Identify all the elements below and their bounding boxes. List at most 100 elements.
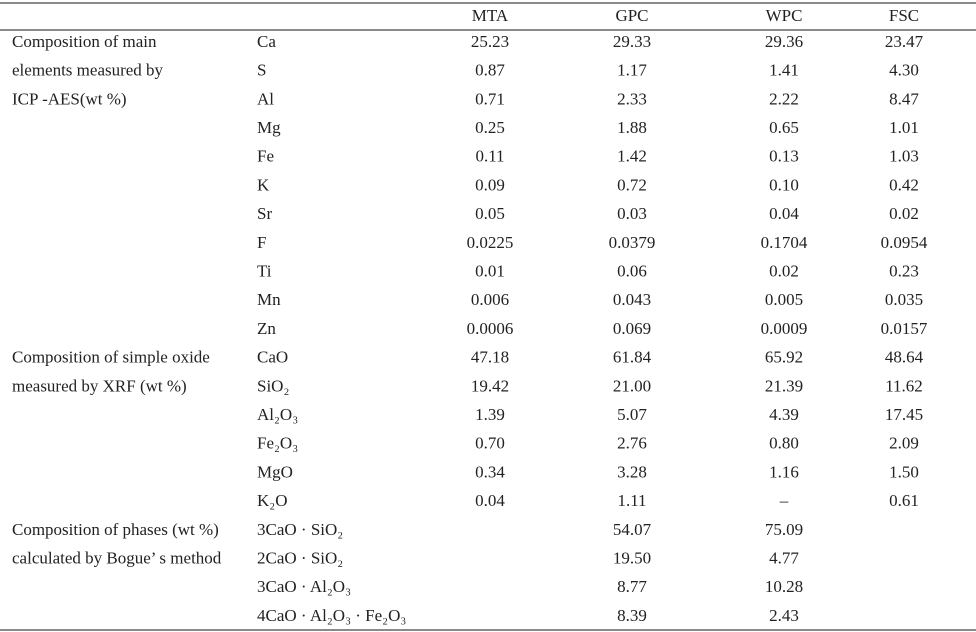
row-item: Mg (257, 118, 281, 137)
row-item: SiO₂ (257, 376, 289, 395)
cell-value: 0.069 (613, 319, 651, 338)
row-item: Al (257, 89, 274, 108)
cell-value: 1.03 (889, 147, 919, 166)
group-label: ICP -AES(wt %) (12, 89, 127, 108)
cell-value: 0.71 (475, 89, 505, 108)
cell-value: 4.77 (769, 549, 799, 568)
cell-value: 1.39 (475, 405, 505, 424)
cell-value: 61.84 (613, 348, 652, 367)
column-header: FSC (889, 6, 919, 25)
cell-value: 0.13 (769, 147, 799, 166)
cell-value: 8.77 (617, 577, 647, 596)
cell-value: 0.10 (769, 175, 799, 194)
cell-value: 75.09 (765, 520, 803, 539)
row-item: Mn (257, 290, 281, 309)
cell-value: 1.50 (889, 462, 919, 481)
row-item: 3CaO · Al₂O₃ (257, 577, 351, 596)
group-label: measured by XRF (wt %) (12, 376, 187, 395)
cell-value: 2.33 (617, 89, 647, 108)
cell-value: 0.80 (769, 434, 799, 453)
cell-value: 23.47 (885, 32, 924, 51)
cell-value: 8.39 (617, 606, 647, 625)
cell-value: 0.0006 (467, 319, 514, 338)
cell-value: 0.01 (475, 262, 505, 281)
cell-value: 0.006 (471, 290, 509, 309)
row-item: S (257, 61, 266, 80)
cell-value: 54.07 (613, 520, 652, 539)
column-header: MTA (472, 6, 509, 25)
cell-value: 1.88 (617, 118, 647, 137)
cell-value: 0.0009 (761, 319, 808, 338)
cell-value: 4.39 (769, 405, 799, 424)
cell-value: 65.92 (765, 348, 803, 367)
row-item: Al₂O₃ (257, 405, 298, 424)
row-item: CaO (257, 348, 288, 367)
cell-value: – (779, 491, 789, 510)
cell-value: 5.07 (617, 405, 647, 424)
row-item: Fe₂O₃ (257, 434, 298, 453)
cell-value: 0.1704 (761, 233, 808, 252)
row-item: 2CaO · SiO₂ (257, 549, 343, 568)
cell-value: 0.25 (475, 118, 505, 137)
cell-value: 1.41 (769, 61, 799, 80)
cell-value: 1.17 (617, 61, 647, 80)
cell-value: 29.36 (765, 32, 803, 51)
cell-value: 21.00 (613, 376, 651, 395)
cell-value: 10.28 (765, 577, 803, 596)
cell-value: 19.50 (613, 549, 651, 568)
cell-value: 0.70 (475, 434, 505, 453)
cell-value: 1.11 (617, 491, 646, 510)
cell-value: 0.11 (475, 147, 504, 166)
cell-value: 0.23 (889, 262, 919, 281)
group-label: calculated by Bogue’ s method (12, 549, 222, 568)
cell-value: 0.03 (617, 204, 647, 223)
cell-value: 0.005 (765, 290, 803, 309)
group-label: elements measured by (12, 61, 164, 80)
column-header: WPC (766, 6, 803, 25)
cell-value: 0.0379 (609, 233, 656, 252)
row-item: Sr (257, 204, 272, 223)
cell-value: 0.04 (475, 491, 505, 510)
row-item: Fe (257, 147, 274, 166)
row-item: Zn (257, 319, 276, 338)
cell-value: 2.22 (769, 89, 799, 108)
cell-value: 0.06 (617, 262, 647, 281)
cell-value: 0.34 (475, 462, 505, 481)
row-item: Ca (257, 32, 276, 51)
cell-value: 0.05 (475, 204, 505, 223)
cell-value: 2.43 (769, 606, 799, 625)
cell-value: 3.28 (617, 462, 647, 481)
cell-value: 1.42 (617, 147, 647, 166)
cell-value: 21.39 (765, 376, 803, 395)
cell-value: 4.30 (889, 61, 919, 80)
cell-value: 2.09 (889, 434, 919, 453)
row-item: F (257, 233, 266, 252)
cell-value: 8.47 (889, 89, 919, 108)
column-header: GPC (615, 6, 648, 25)
cell-value: 0.87 (475, 61, 505, 80)
cell-value: 0.65 (769, 118, 799, 137)
cell-value: 1.16 (769, 462, 799, 481)
row-item: 4CaO · Al₂O₃ · Fe₂O₃ (257, 606, 406, 625)
row-item: 3CaO · SiO₂ (257, 520, 343, 539)
cell-value: 11.62 (885, 376, 923, 395)
row-item: MgO (257, 462, 293, 481)
cell-value: 0.0225 (467, 233, 514, 252)
cell-value: 29.33 (613, 32, 651, 51)
cell-value: 19.42 (471, 376, 509, 395)
row-item: K₂O (257, 491, 287, 510)
cell-value: 0.09 (475, 175, 505, 194)
cell-value: 0.72 (617, 175, 647, 194)
cell-value: 2.76 (617, 434, 647, 453)
cell-value: 0.42 (889, 175, 919, 194)
cell-value: 0.0157 (881, 319, 928, 338)
group-label: Composition of main (12, 32, 157, 51)
cell-value: 48.64 (885, 348, 924, 367)
group-label: Composition of simple oxide (12, 348, 210, 367)
cell-value: 1.01 (889, 118, 919, 137)
cell-value: 0.035 (885, 290, 923, 309)
cell-value: 0.043 (613, 290, 651, 309)
row-item: K (257, 175, 270, 194)
row-item: Ti (257, 262, 272, 281)
